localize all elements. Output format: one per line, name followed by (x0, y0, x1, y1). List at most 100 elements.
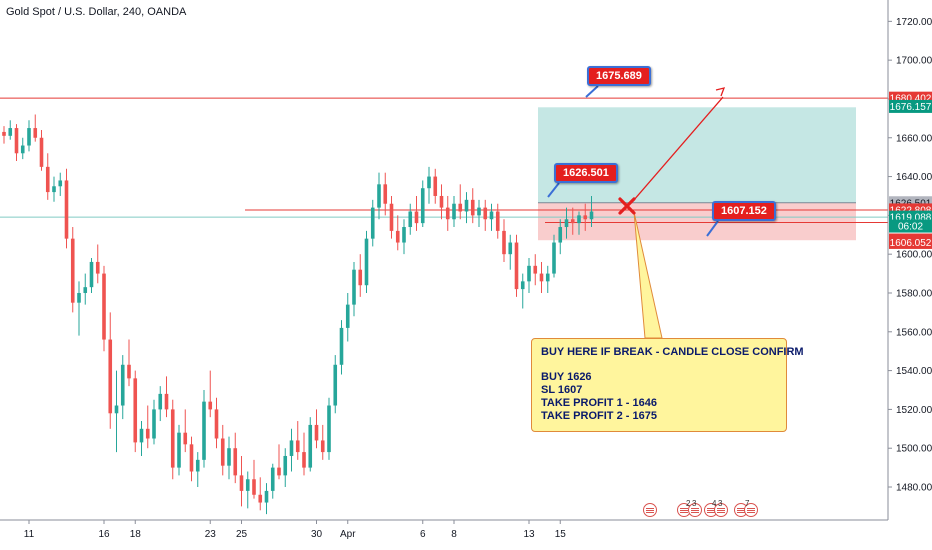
time-tick-label: 15 (555, 529, 567, 540)
candle-body (127, 364, 131, 379)
candle-body (533, 265, 538, 274)
candle-body (233, 448, 238, 476)
price-tick-label: 1560.000 (896, 327, 932, 338)
candle-body (327, 405, 331, 453)
candle-body (402, 227, 406, 243)
price-tick-label: 1500.000 (896, 444, 932, 455)
candle-body (439, 195, 444, 208)
trade-zones (538, 107, 856, 241)
price-tick-label: 1520.000 (896, 405, 932, 416)
candle-body (239, 475, 244, 491)
candle-body (364, 238, 369, 286)
candle-body (145, 428, 150, 439)
price-tag-label: 1676.157 (890, 102, 932, 113)
price-tag-label: 1680.402 (890, 94, 932, 105)
candle-body (77, 292, 81, 303)
price-tag: 06:02 (889, 219, 932, 233)
candle-body (570, 219, 575, 224)
time-tick-label: 13 (523, 529, 535, 540)
candle-body (39, 137, 44, 167)
candle-body (27, 128, 31, 146)
candle-body (277, 467, 281, 476)
candle-body (502, 230, 506, 255)
candle-body (133, 378, 138, 443)
candle-body (158, 393, 163, 410)
price-tag-label: 06:02 (898, 222, 923, 233)
time-tick-label: 6 (420, 529, 426, 540)
candle-body (420, 188, 425, 224)
callout-entry[interactable]: 1626.501 (554, 163, 618, 183)
trade-note[interactable]: BUY HERE IF BREAK - CANDLE CLOSE CONFIRM… (531, 338, 804, 432)
candle-body (227, 448, 231, 466)
price-tag: 1676.157 (889, 99, 932, 113)
candle-body (164, 393, 169, 410)
time-tick-label: 23 (205, 529, 217, 540)
candle-body (245, 479, 250, 491)
price-tag-bg (889, 219, 932, 233)
candle-body (258, 494, 263, 503)
candle-body (289, 440, 294, 456)
candle-body (470, 199, 475, 216)
candle-body (64, 180, 69, 239)
candle-body (20, 145, 25, 154)
candle-body (195, 459, 200, 472)
candle-body (202, 401, 206, 460)
profit-zone (538, 107, 856, 203)
candle-body (152, 409, 156, 439)
candle-body (220, 438, 225, 466)
flag-us-icon[interactable] (744, 503, 758, 517)
candle-body (414, 211, 419, 224)
candle-body (120, 364, 125, 406)
time-tick-label: 11 (24, 529, 35, 540)
candle-body (208, 401, 213, 410)
candle-body (358, 269, 363, 286)
candle-body (170, 409, 175, 468)
candle-body (520, 281, 525, 290)
candle-body (52, 186, 56, 193)
candle-body (527, 265, 531, 282)
event-badge: 2 (686, 499, 691, 508)
note-line-sl: SL 1607 (541, 384, 583, 396)
candle-body (552, 242, 556, 274)
candle-body (58, 180, 63, 187)
candle-body (477, 207, 481, 216)
candle-body (445, 207, 450, 220)
candle-body (464, 199, 469, 212)
candle-body (577, 215, 581, 224)
time-tick-label: 16 (98, 529, 110, 540)
time-axis: 11 16 18 23 25 30 Apr 6 8 13 15 (0, 519, 888, 540)
price-tick-label: 1640.000 (896, 172, 932, 183)
flag-us-icon[interactable] (643, 503, 657, 517)
candle-body (433, 176, 438, 196)
candle-body (333, 364, 338, 406)
event-badge: 4 (712, 499, 717, 508)
time-tick-label: Apr (340, 529, 356, 540)
candle-body (189, 444, 194, 472)
candle-body (183, 432, 188, 445)
candle-body (395, 230, 400, 243)
candle-body (564, 219, 569, 228)
flag-us-icon[interactable] (714, 503, 728, 517)
candle-body (70, 238, 75, 303)
candle-body (252, 479, 256, 495)
candle-body (345, 304, 350, 328)
time-tick-label: 30 (311, 529, 323, 540)
candle-body (45, 166, 50, 193)
candle-body (95, 261, 100, 274)
callout-target[interactable]: 1675.689 (587, 66, 651, 86)
candle-body (83, 287, 88, 293)
flag-us-icon[interactable] (688, 503, 702, 517)
candle-body (495, 211, 500, 231)
price-tick-label: 1720.000 (896, 17, 932, 28)
break-x-mark (618, 197, 636, 215)
candle-body (489, 211, 494, 220)
callout-stop[interactable]: 1607.152 (712, 201, 776, 221)
candle-body (377, 184, 381, 208)
candle-body (589, 211, 594, 220)
candle-body (270, 467, 275, 491)
target-arrow (633, 96, 724, 201)
candle-body (583, 215, 588, 220)
target-arrow-head (715, 87, 726, 97)
candle-body (558, 227, 563, 243)
